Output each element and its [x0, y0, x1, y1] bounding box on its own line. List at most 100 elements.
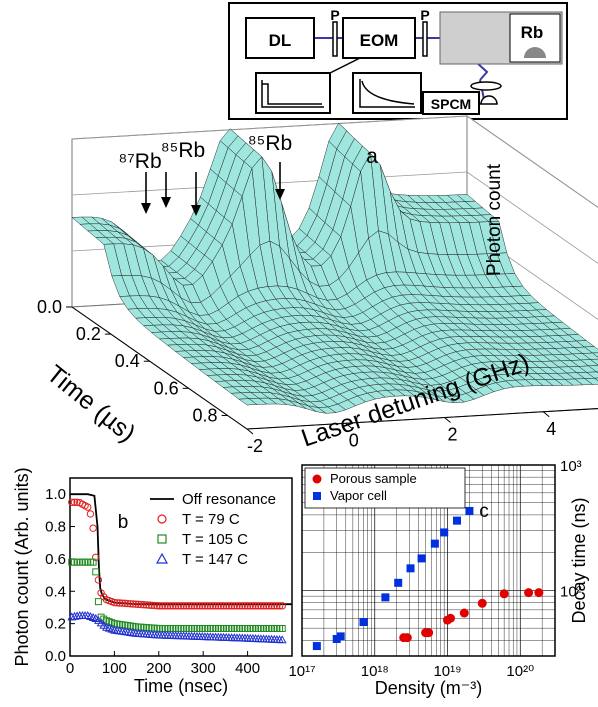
x-axis-label: Density (m⁻³) [375, 678, 483, 698]
legend-entry: Off resonance [150, 491, 276, 508]
x-tick-label: -2 [247, 436, 263, 456]
setup-inset: DL P P EOM Rb SPCM [228, 2, 568, 120]
data-point [214, 602, 222, 610]
data-point [459, 608, 469, 618]
isotope-arrow-head [141, 203, 151, 214]
y-tick-label: 1.0 [45, 486, 66, 503]
data-point [126, 600, 135, 608]
y-tick-label: 0.0 [37, 297, 62, 317]
data-point [198, 602, 207, 610]
x-tick-label: 100 [102, 660, 127, 677]
x-tick [542, 411, 550, 418]
legend-label: T = 147 C [182, 551, 248, 568]
legend-swatch [155, 552, 169, 564]
data-point [233, 602, 241, 610]
data-point [147, 601, 156, 610]
data-point [278, 602, 286, 610]
data-point [84, 503, 92, 511]
x-tick-label: 4 [546, 419, 556, 439]
data-point [116, 599, 124, 607]
polarizer-left-label: P [330, 7, 339, 23]
legend-label: Off resonance [182, 491, 276, 508]
y-tick-label: 0.8 [45, 519, 66, 536]
data-point [121, 599, 129, 608]
data-point [359, 618, 368, 627]
polarizer-right-label: P [420, 7, 429, 23]
data-point [153, 602, 161, 610]
data-point [209, 602, 217, 610]
x-tick-label: 10²⁰ [506, 663, 534, 680]
panel-a-surface-chart: -202460.00.20.40.60.801x10⁴2x10⁴3x10⁴Las… [37, 115, 598, 456]
data-point [275, 602, 284, 610]
panel-b-decay-chart: 0 100 200 300 400 0.0 0.2 0.4 0.6 0.8 1.0 Time (nse… [12, 467, 293, 696]
data-point [206, 602, 215, 610]
data-point [158, 602, 167, 610]
data-point [171, 602, 180, 610]
y-tick-label: 0.4 [45, 583, 66, 600]
panel-label: b [118, 512, 129, 533]
data-point [94, 598, 102, 606]
data-point [185, 602, 193, 610]
y-tick-label: 0.4 [115, 351, 140, 371]
panel-c-decay-time-chart: 10¹⁷ 10¹⁸ 10¹⁹ 10²⁰ 10² 10³ Density (m⁻³) Decay… [288, 458, 589, 698]
data-point [477, 598, 487, 608]
data-point [124, 599, 132, 608]
data-point [70, 498, 79, 506]
data-point [273, 602, 281, 610]
isotope-arrow-head [191, 205, 201, 216]
data-point [219, 602, 228, 610]
panel-label: c [479, 501, 489, 522]
x-tick-label: 200 [146, 660, 171, 677]
y-axis-label: Time (µs) [41, 360, 140, 448]
data-point [381, 593, 390, 602]
data-point [265, 602, 273, 610]
data-point [190, 602, 199, 610]
legend-swatch [313, 492, 321, 500]
y-axis-label: Photon count (Arb. units) [12, 467, 32, 666]
data-point [211, 602, 220, 610]
data-point [174, 602, 183, 610]
data-point [140, 601, 148, 609]
data-point [257, 602, 265, 610]
data-point [118, 599, 127, 607]
data-point [246, 602, 254, 610]
series-triangle [67, 610, 287, 644]
eom-label: EOM [360, 31, 399, 50]
data-point [161, 602, 169, 610]
legend-label: Vapor cell [330, 488, 387, 503]
series-circle [68, 498, 286, 610]
data-point [254, 602, 262, 610]
data-point [187, 602, 196, 610]
data-point [225, 602, 233, 610]
polarizer-right [422, 21, 428, 57]
data-point [424, 628, 434, 638]
x-tick-label: 400 [235, 660, 260, 677]
data-point [177, 602, 185, 610]
y-tick-label: 0.0 [45, 648, 66, 665]
z-axis-label: Photon count [484, 163, 505, 276]
data-point [499, 589, 509, 599]
x-tick-label: 2 [447, 425, 457, 445]
data-point [68, 498, 76, 506]
data-point [94, 576, 103, 584]
data-point [113, 599, 121, 607]
legend-entry: T = 105 C [157, 531, 248, 548]
data-point [446, 613, 456, 623]
y-tick-label: 0.6 [45, 551, 66, 568]
pulse-to-eom-wire [329, 57, 361, 74]
data-point [86, 510, 95, 518]
rb-droplet [524, 47, 546, 58]
data-point [278, 624, 286, 632]
data-point [132, 600, 140, 608]
data-point [201, 602, 209, 610]
data-point [227, 602, 236, 610]
legend-swatch [157, 514, 167, 524]
data-point [406, 564, 415, 573]
legend-box [304, 467, 466, 509]
decay-shape-icon [359, 79, 415, 108]
surface-mesh [71, 122, 598, 414]
y-tick-label: 10² [560, 583, 582, 600]
x-tick-label: 10¹⁸ [361, 663, 389, 680]
y-tick-label: 0.2 [45, 616, 66, 633]
data-point [402, 633, 412, 643]
